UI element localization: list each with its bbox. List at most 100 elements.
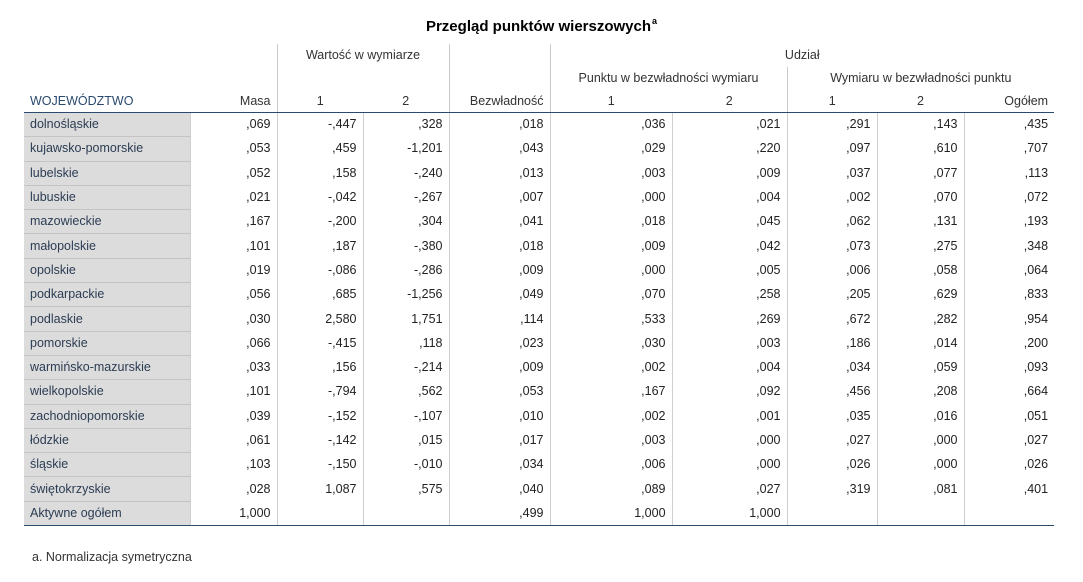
row-label: Aktywne ogółem: [24, 501, 190, 527]
table-cell: ,000: [876, 452, 965, 477]
table-cell: ,304: [362, 209, 450, 234]
table-cell: ,081: [876, 476, 965, 502]
table-cell: ,030: [549, 331, 673, 356]
table-cell: ,208: [876, 379, 965, 405]
table-cell: ,118: [362, 331, 450, 356]
table-cell: ,113: [963, 161, 1055, 186]
table-cell: ,005: [671, 258, 788, 283]
table-cell: ,062: [786, 209, 878, 234]
table-row: śląskie ,103 -,150 -,010,034,006,000,026,00…: [24, 452, 1055, 478]
header-empty-inertia: [448, 44, 551, 67]
table-cell: ,009: [671, 161, 788, 186]
table-cell: -,286: [362, 258, 450, 283]
table-cell: [876, 501, 965, 527]
row-label: małopolskie: [24, 233, 190, 259]
row-label: zachodniopomorskie: [24, 404, 190, 429]
table-cell: ,275: [876, 233, 965, 259]
table-cell: -1,201: [362, 136, 450, 162]
row-label: świętokrzyskie: [24, 476, 190, 502]
table-cell: ,833: [963, 282, 1055, 307]
table-cell: ,017: [448, 428, 551, 453]
table-cell: ,093: [963, 355, 1055, 380]
table-cell: ,040: [448, 476, 551, 502]
table-cell: -,447: [276, 112, 363, 137]
table-title: Przegląd punktów wierszowycha: [0, 16, 1083, 35]
table-row: łódzkie ,061 -,142,015,017,003,000,027,000…: [24, 428, 1055, 454]
table-cell: ,007: [448, 185, 551, 210]
table-row: warmińsko-mazurskie ,033,156 -,214,009,002…: [24, 355, 1055, 381]
table-cell: ,114: [448, 306, 551, 332]
table-row: dolnośląskie ,069 -,447,328,018,036,021,29…: [24, 112, 1055, 138]
row-label: pomorskie: [24, 331, 190, 356]
table-cell: ,021: [671, 112, 788, 137]
table-cell: ,954: [963, 306, 1055, 332]
header-point-dim2: 2: [672, 90, 788, 113]
table-cell: 1,751: [362, 306, 450, 332]
table-cell: ,036: [549, 112, 673, 137]
table-cell: ,045: [671, 209, 788, 234]
header-mass: Masa: [190, 90, 277, 113]
header-empty-mass: [190, 44, 277, 67]
table-cell: ,000: [549, 185, 673, 210]
table-cell: ,291: [786, 112, 878, 137]
row-label: podkarpackie: [24, 282, 190, 308]
table-cell: ,013: [448, 161, 551, 186]
row-label: podlaskie: [24, 306, 190, 332]
table-cell: ,282: [876, 306, 965, 332]
table-cell: ,003: [549, 161, 673, 186]
table-cell: [963, 501, 1055, 527]
table-cell: ,058: [876, 258, 965, 283]
table-cell: ,167: [189, 209, 277, 234]
table-cell: ,707: [963, 136, 1055, 162]
table-cell: ,049: [448, 282, 551, 307]
table-cell: ,041: [448, 209, 551, 234]
table-cell: ,187: [276, 233, 363, 259]
table-cell: ,070: [876, 185, 965, 210]
table-cell: ,009: [448, 355, 551, 380]
table-cell: ,328: [362, 112, 450, 137]
table-row: wielkopolskie ,101 -,794,562,053,167,092,4…: [24, 379, 1055, 405]
table-cell: -,200: [276, 209, 363, 234]
row-label: lubelskie: [24, 161, 190, 186]
table-cell: ,459: [276, 136, 363, 162]
table-cell: ,156: [276, 355, 363, 380]
table-row: lubelskie ,052,158 -,240,013,003,009,037,0…: [24, 161, 1055, 186]
table-cell: ,035: [786, 404, 878, 429]
row-label: opolskie: [24, 258, 190, 284]
table-cell: ,043: [448, 136, 551, 162]
table-cell: ,009: [448, 258, 551, 283]
title-footnote-marker: a: [652, 16, 658, 26]
table-cell: -,150: [276, 452, 363, 477]
table-cell: ,092: [671, 379, 788, 405]
table-cell: ,014: [876, 331, 965, 356]
header-point-dim1: 1: [549, 90, 673, 113]
table-body: dolnośląskie ,069 -,447,328,018,036,021,29…: [24, 112, 1055, 527]
header-spacer-5: [448, 67, 551, 90]
row-points-overview-table: Wartość w wymiarze Udział Punktu w bezwł…: [24, 44, 1055, 527]
table-cell: -1,256: [362, 282, 450, 307]
table-cell: ,027: [671, 476, 788, 502]
table-cell: ,066: [189, 331, 277, 356]
table-cell: ,000: [876, 428, 965, 453]
table-cell: ,051: [963, 404, 1055, 429]
table-cell: ,456: [786, 379, 878, 405]
corner-cell: [24, 44, 190, 67]
table-cell: ,030: [189, 306, 277, 332]
table-cell: ,018: [448, 233, 551, 259]
header-dim1: 1: [276, 90, 363, 113]
table-cell: ,019: [189, 258, 277, 283]
table-cell: ,562: [362, 379, 450, 405]
table-cell: -,086: [276, 258, 363, 283]
table-cell: ,064: [963, 258, 1055, 283]
table-cell: ,499: [448, 501, 551, 527]
table-cell: ,026: [786, 452, 878, 477]
table-cell: ,220: [671, 136, 788, 162]
table-row: mazowieckie ,167 -,200,304,041,018,045,062…: [24, 209, 1055, 235]
table-cell: ,053: [448, 379, 551, 405]
table-cell: -,380: [362, 233, 450, 259]
header-dim-point2: 2: [877, 90, 965, 113]
table-cell: ,533: [549, 306, 673, 332]
table-row: pomorskie ,066 -,415,118,023,030,003,186,0…: [24, 331, 1055, 356]
table-cell: ,672: [786, 306, 878, 332]
table-cell: ,401: [963, 476, 1055, 502]
